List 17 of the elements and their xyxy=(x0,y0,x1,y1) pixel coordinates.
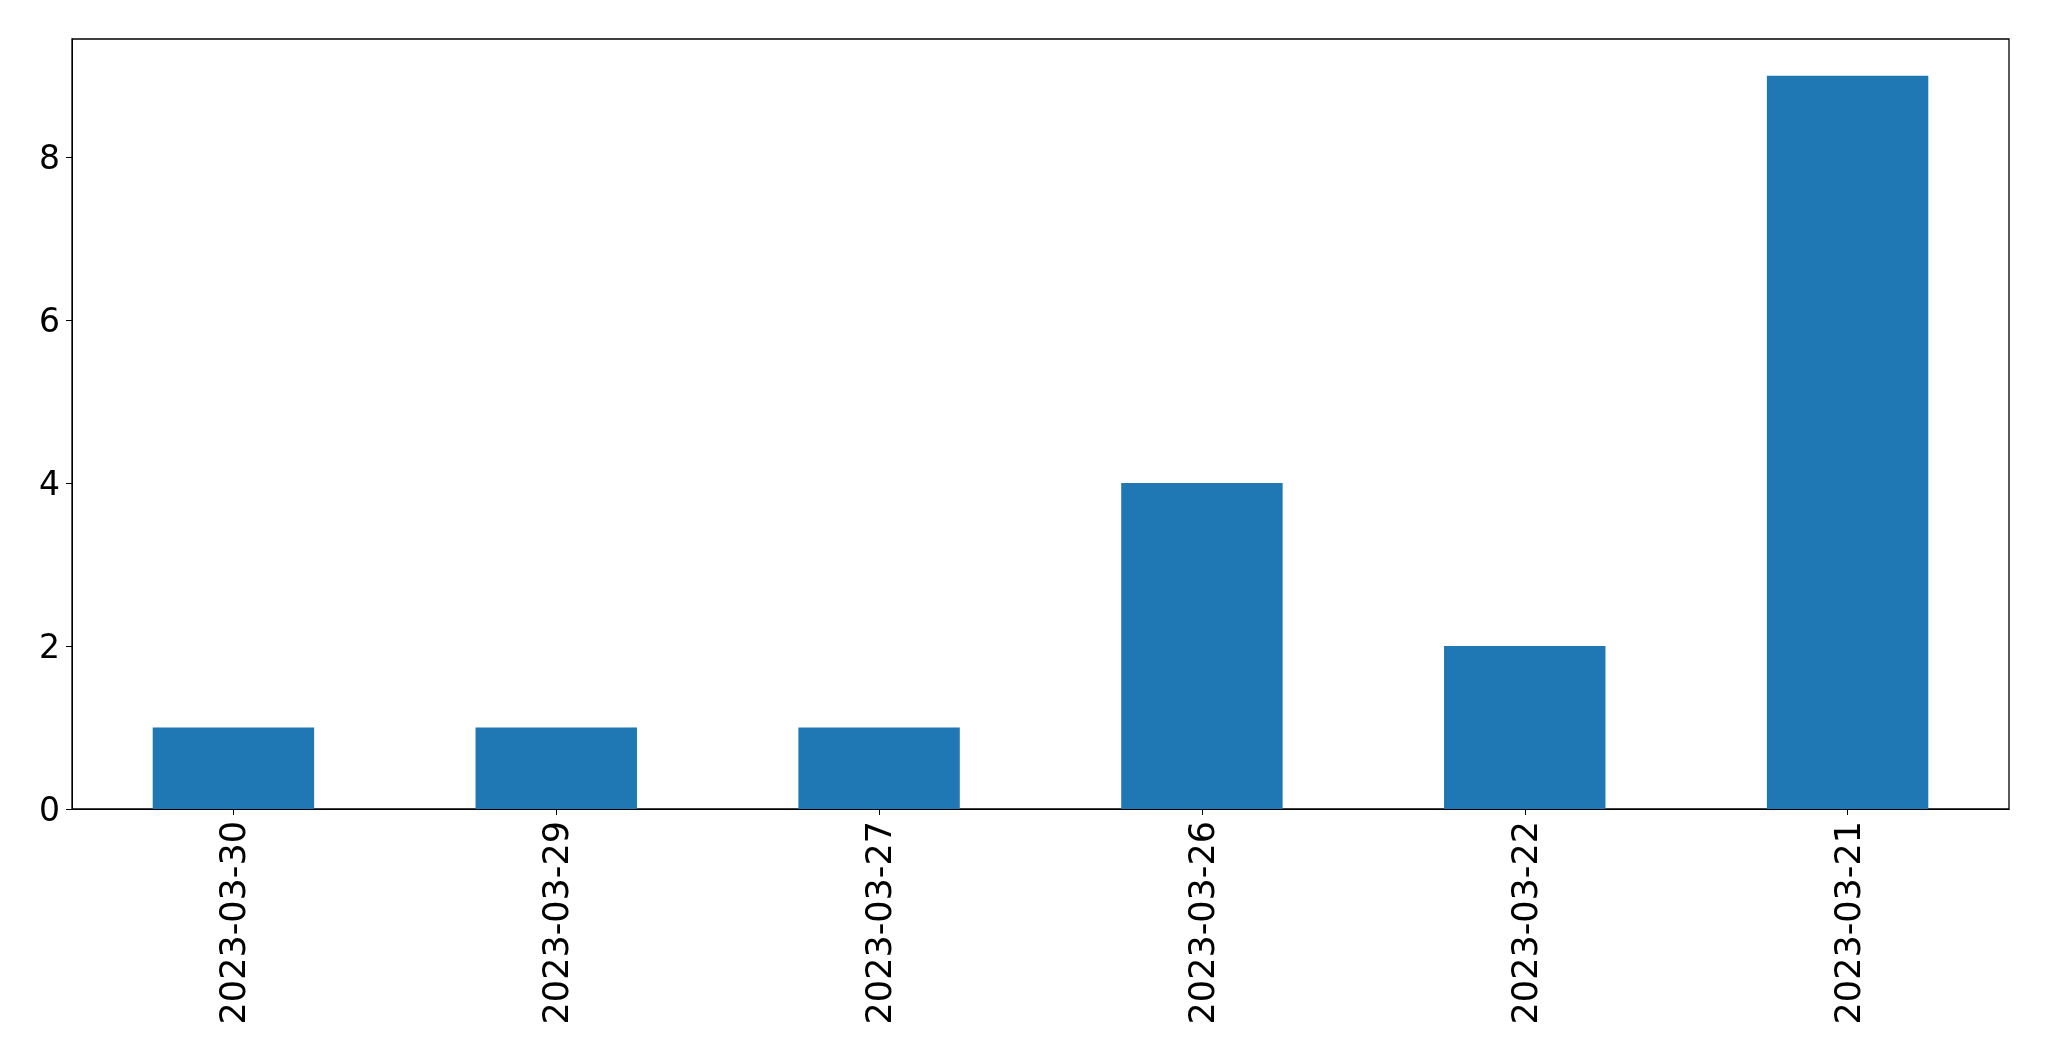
bar xyxy=(152,727,315,809)
bar xyxy=(1444,646,1606,809)
y-tick-label: 8 xyxy=(39,137,60,177)
y-tick-label: 6 xyxy=(39,300,60,340)
x-tick-label: 2023-03-21 xyxy=(1827,821,1868,1025)
x-tick-label: 2023-03-30 xyxy=(213,821,254,1025)
bar xyxy=(1766,75,1929,809)
bar xyxy=(798,727,960,809)
x-tick-label: 2023-03-22 xyxy=(1504,821,1545,1025)
x-tick-label: 2023-03-29 xyxy=(536,821,577,1025)
y-tick-label: 2 xyxy=(39,626,60,666)
y-tick-label: 0 xyxy=(39,789,60,829)
x-tick-label: 2023-03-26 xyxy=(1181,821,1222,1025)
y-tick-label: 4 xyxy=(39,463,60,503)
x-tick-label: 2023-03-27 xyxy=(859,821,900,1025)
bar xyxy=(475,727,637,809)
bar xyxy=(1121,483,1283,809)
